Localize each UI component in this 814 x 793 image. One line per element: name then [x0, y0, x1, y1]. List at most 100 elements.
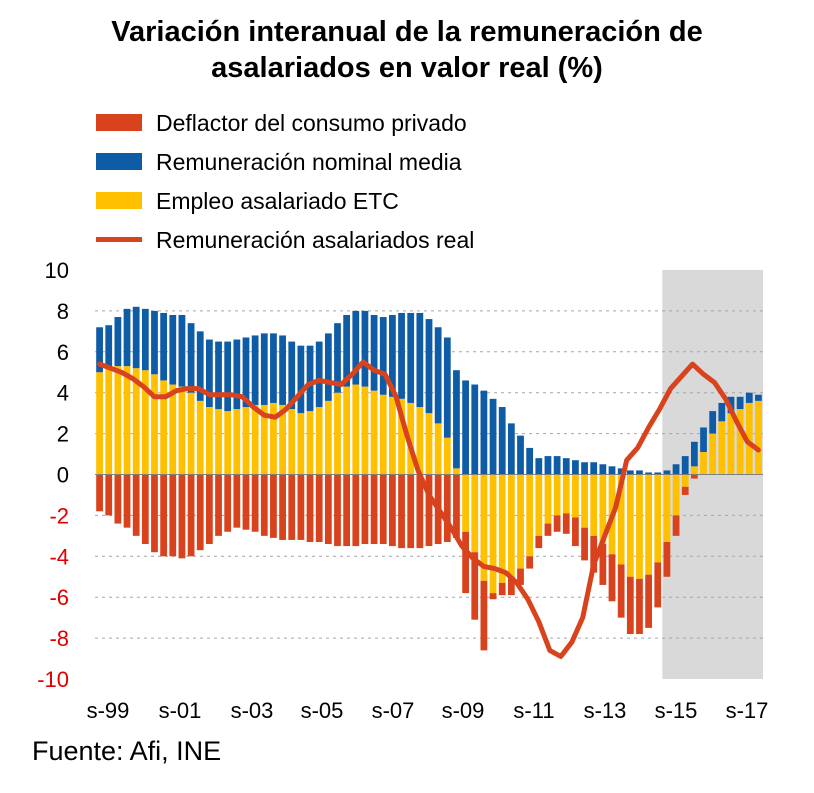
chart-title-line2: asalariados en valor real (%) — [211, 52, 603, 84]
legend-label-deflactor: Deflactor del consumo privado — [156, 110, 467, 136]
bar-segment — [306, 474, 314, 542]
y-tick-label: -10 — [37, 667, 69, 692]
bar-segment — [343, 386, 351, 475]
bar-segment — [590, 462, 598, 475]
bar-segment — [645, 472, 653, 475]
bar-segment — [535, 535, 543, 549]
bar-segment — [233, 339, 241, 410]
bar-segment — [681, 486, 689, 495]
x-tick-label: s-03 — [231, 698, 274, 723]
bar-segment — [398, 474, 405, 549]
bar-segment — [700, 427, 707, 453]
bar-segment — [425, 319, 433, 414]
bar-segment — [160, 380, 168, 475]
bar-segment — [489, 593, 497, 600]
bar-segment — [114, 474, 122, 524]
bar-segment — [251, 474, 259, 532]
bar-segment — [526, 556, 534, 569]
bar-segment — [324, 474, 332, 545]
bar-segment — [608, 466, 616, 475]
bar-segment — [407, 312, 415, 403]
bar-segment — [343, 314, 351, 387]
bar-segment — [471, 552, 479, 620]
bar-segment — [379, 394, 387, 475]
bar-segment — [324, 333, 332, 401]
bar-segment — [535, 458, 543, 475]
bar-segment — [700, 452, 707, 475]
bar-segment — [334, 323, 341, 393]
bar-segment — [196, 331, 204, 401]
bar-segment — [416, 474, 424, 549]
bar-segment — [205, 407, 213, 475]
x-tick-label: s-01 — [159, 698, 202, 723]
bar-segment — [453, 474, 460, 538]
bar-segment — [626, 576, 634, 635]
bar-segment — [453, 370, 460, 469]
bar-segment — [681, 456, 689, 475]
bar-segment — [242, 474, 250, 530]
bar-segment — [169, 474, 177, 557]
bar-segment — [306, 411, 314, 475]
bar-segment — [507, 576, 515, 596]
legend-label-remuneracion-nominal: Remuneración nominal media — [156, 149, 462, 175]
bar-segment — [755, 400, 762, 475]
bar-segment — [745, 402, 753, 475]
bar-segment — [599, 544, 607, 585]
bar-segment — [718, 421, 726, 475]
bar-segment — [608, 554, 616, 602]
bar-segment — [416, 312, 424, 408]
bar-segment — [169, 384, 177, 475]
bar-segment — [361, 474, 369, 545]
y-tick-label: 10 — [45, 258, 69, 283]
bar-segment — [370, 390, 378, 475]
bar-segment — [398, 398, 405, 475]
bar-segment — [96, 372, 103, 475]
bar-segment — [196, 474, 204, 551]
bar-segment — [727, 413, 735, 475]
bar-segment — [315, 341, 323, 408]
bar-segment — [462, 380, 469, 475]
bar-segment — [562, 458, 570, 475]
bar-segment — [581, 462, 588, 475]
legend-swatch-deflactor — [96, 114, 142, 131]
bar-segment — [196, 400, 204, 475]
bar-segment — [96, 474, 103, 512]
y-tick-label: -8 — [49, 626, 69, 651]
bar-segment — [297, 413, 305, 475]
x-tick-label: s-15 — [655, 698, 698, 723]
bar-segment — [590, 535, 598, 573]
bar-segment — [507, 474, 515, 577]
bar-segment — [407, 402, 415, 475]
bar-segment — [306, 345, 314, 412]
bar-segment — [718, 402, 726, 422]
bar-segment — [507, 423, 515, 475]
bar-segment — [224, 411, 232, 475]
bar-segment — [260, 333, 268, 405]
legend-label-remuneracion-real: Remuneración asalariados real — [156, 227, 475, 253]
bar-segment — [279, 335, 286, 405]
bar-segment — [572, 474, 579, 518]
bar-segment — [224, 341, 232, 412]
bar-segment — [370, 314, 378, 391]
bar-segment — [672, 515, 680, 536]
bar-segment — [581, 474, 588, 528]
bar-segment — [562, 474, 570, 514]
bar-segment — [114, 366, 122, 475]
bar-segment — [334, 474, 341, 547]
bar-segment — [517, 435, 524, 475]
bar-segment — [398, 312, 405, 399]
y-tick-label: 6 — [57, 340, 69, 365]
bar-segment — [389, 314, 396, 397]
bar-segment — [151, 474, 158, 553]
bar-segment — [215, 409, 222, 475]
bar-segment — [709, 411, 717, 434]
bar-segment — [361, 386, 369, 475]
bar-segment — [251, 335, 259, 405]
bar-segment — [334, 392, 341, 475]
bar-segment — [141, 370, 149, 475]
legend-swatch-remuneracion-nominal — [96, 153, 142, 170]
bar-segment — [498, 582, 506, 596]
bar-segment — [132, 368, 140, 475]
legend-label-empleo: Empleo asalariado ETC — [156, 188, 399, 214]
bar-segment — [434, 327, 442, 424]
